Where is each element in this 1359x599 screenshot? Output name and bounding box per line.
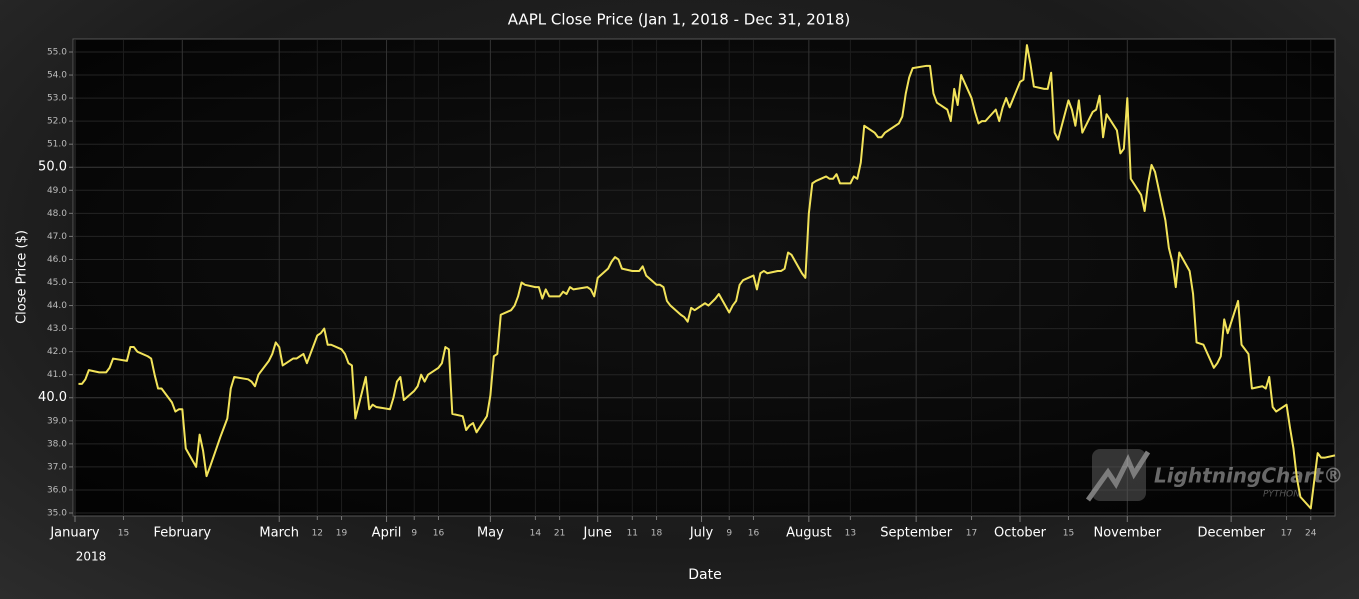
y-tick-label: 50.0 (38, 160, 67, 175)
x-tick-label: September (880, 526, 953, 541)
y-tick-label: 51.0 (47, 140, 67, 150)
x-tick-label: August (786, 526, 832, 541)
watermark-bolt (1085, 450, 1151, 502)
y-tick-label: 42.0 (47, 347, 67, 357)
y-tick-label: 43.0 (47, 324, 67, 334)
y-tick-label: 46.0 (47, 255, 67, 265)
x-tick-label: 15 (118, 529, 129, 539)
y-tick-label: 39.0 (47, 416, 67, 426)
y-tick-label: 36.0 (47, 485, 67, 495)
x-tick-label: July (689, 526, 714, 541)
x-tick-label: 9 (411, 529, 417, 539)
x-tick-label: 14 (530, 529, 542, 539)
y-tick-label: 54.0 (47, 71, 67, 81)
watermark-brand: LightningChart® (1154, 464, 1343, 488)
y-tick-label: 40.0 (38, 390, 67, 405)
y-tick-label: 38.0 (47, 439, 67, 449)
y-tick-label: 48.0 (47, 209, 67, 219)
x-tick-label: 15 (1063, 529, 1074, 539)
x-tick-label: 19 (336, 529, 348, 539)
x-tick-label: 9 (726, 529, 732, 539)
x-tick-label: 11 (627, 529, 638, 539)
x-tick-label: October (994, 526, 1047, 541)
plot-area (72, 38, 1336, 517)
y-tick-label: 35.0 (47, 509, 67, 519)
watermark: LightningChart® PYTHON (1085, 449, 1343, 502)
x-tick-label: March (259, 526, 299, 541)
y-tick-label: 47.0 (47, 232, 67, 242)
y-tick-label: 44.0 (47, 301, 67, 311)
x-tick-label: May (477, 526, 504, 541)
x-year-label: 2018 (76, 550, 107, 564)
x-axis-label: Date (688, 567, 721, 583)
x-tick-label: January (49, 526, 100, 541)
y-tick-label: 52.0 (47, 117, 67, 127)
x-tick-label: June (583, 526, 612, 541)
y-tick-label: 55.0 (47, 47, 67, 57)
x-tick-label: February (154, 526, 212, 541)
x-tick-label: 16 (433, 529, 445, 539)
x-tick-label: November (1093, 526, 1161, 541)
y-tick-label: 49.0 (47, 186, 67, 196)
y-tick-label: 37.0 (47, 462, 67, 472)
y-tick-label: 41.0 (47, 370, 67, 380)
x-tick-label: 18 (651, 529, 663, 539)
x-tick-label: 13 (845, 529, 856, 539)
y-axis-label: Close Price ($) (15, 230, 30, 324)
x-tick-label: 17 (966, 529, 977, 539)
x-tick-label: 21 (554, 529, 565, 539)
x-tick-label: 17 (1281, 529, 1292, 539)
watermark-sub: PYTHON (1263, 490, 1300, 500)
chart-title: AAPL Close Price (Jan 1, 2018 - Dec 31, … (508, 11, 851, 29)
x-tick-label: 12 (312, 529, 323, 539)
x-tick-label: 24 (1305, 529, 1317, 539)
x-tick-label: 16 (748, 529, 760, 539)
y-tick-label: 45.0 (47, 278, 67, 288)
x-tick-label: December (1197, 526, 1265, 541)
y-tick-label: 53.0 (47, 94, 67, 104)
x-tick-label: April (372, 526, 402, 541)
price-line (78, 44, 1336, 510)
